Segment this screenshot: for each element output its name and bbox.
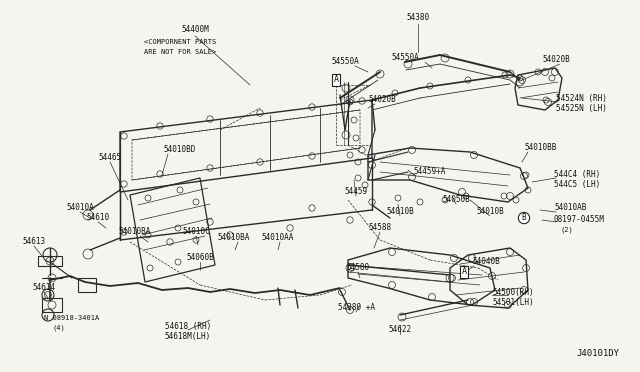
Text: 544C5 (LH): 544C5 (LH) [554,180,600,189]
Text: 54525N (LH): 54525N (LH) [556,103,607,112]
Text: (4): (4) [52,325,65,331]
Text: J40101DY: J40101DY [576,350,619,359]
Text: ARE NOT FOR SALE>: ARE NOT FOR SALE> [144,49,216,55]
Text: 54010AB: 54010AB [554,203,586,212]
Text: 54622: 54622 [388,326,412,334]
Text: 54459+A: 54459+A [413,167,445,176]
Text: 54020B: 54020B [368,96,396,105]
Text: 54588: 54588 [369,224,392,232]
Text: 54380: 54380 [406,13,429,22]
Text: 54550A: 54550A [391,54,419,62]
Text: 54010AA: 54010AA [262,234,294,243]
Bar [78,278,96,292]
Text: 54550A: 54550A [331,58,359,67]
Text: N 08918-3401A: N 08918-3401A [44,315,99,321]
Text: 54618M(LH): 54618M(LH) [165,331,211,340]
Text: 54010B: 54010B [476,208,504,217]
Text: (2): (2) [560,227,573,233]
Text: 54618 (RH): 54618 (RH) [165,321,211,330]
Text: <COMPORNENT PARTS: <COMPORNENT PARTS [144,39,216,45]
Text: 54501(LH): 54501(LH) [492,298,534,307]
Text: 54010BD: 54010BD [163,145,195,154]
Text: 54580: 54580 [346,263,369,273]
Text: 54010A: 54010A [66,203,94,212]
Text: 54524N (RH): 54524N (RH) [556,93,607,103]
Text: 54020B: 54020B [542,55,570,64]
Text: B: B [522,214,526,222]
Bar [42,298,62,312]
Text: 54380 +A: 54380 +A [337,304,374,312]
Text: 54010BA: 54010BA [218,234,250,243]
Text: 54500(RH): 54500(RH) [492,288,534,296]
Text: 54010BB: 54010BB [524,144,556,153]
Bar [38,256,62,266]
Text: 54010BA: 54010BA [119,228,151,237]
Text: 544C4 (RH): 544C4 (RH) [554,170,600,179]
Text: 08197-0455M: 08197-0455M [554,215,605,224]
Text: A: A [333,76,339,84]
Text: 54613: 54613 [22,237,45,247]
Text: 54400M: 54400M [181,26,209,35]
Text: 54050B: 54050B [442,196,470,205]
Text: 54010C: 54010C [182,228,210,237]
Text: 54459: 54459 [344,187,367,196]
Text: 54465: 54465 [99,154,122,163]
Text: 54614: 54614 [33,283,56,292]
Text: 54010B: 54010B [386,208,414,217]
Text: A: A [461,267,467,276]
Text: 54060B: 54060B [186,253,214,263]
Text: 54610: 54610 [86,214,109,222]
Text: 54040B: 54040B [472,257,500,266]
